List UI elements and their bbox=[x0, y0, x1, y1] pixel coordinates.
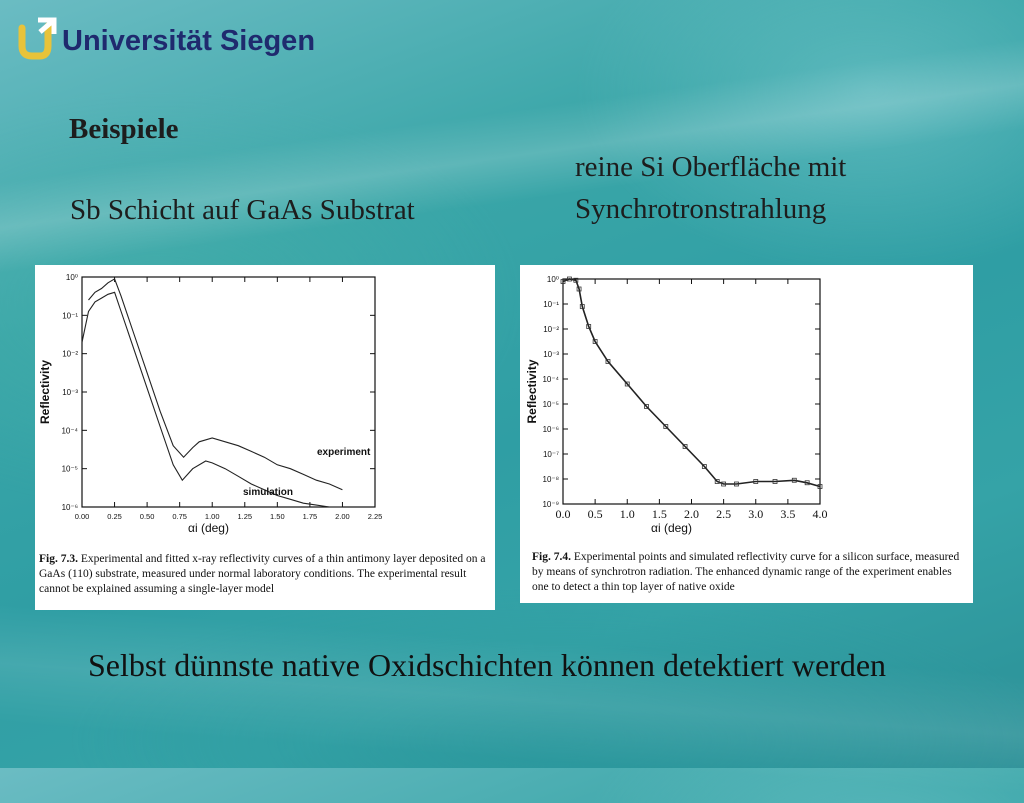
left-subtitle: Sb Schicht auf GaAs Substrat bbox=[70, 194, 415, 226]
data-point bbox=[586, 324, 592, 329]
plot-frame bbox=[562, 278, 821, 505]
slide-heading: Beispiele bbox=[69, 113, 179, 145]
series-line bbox=[81, 291, 343, 508]
series-line bbox=[562, 278, 821, 488]
caption-label: Fig. 7.3. bbox=[39, 553, 78, 565]
figure-antimony-layer: 0.00 0.25 0.50 0.75 1.00 1.25 1.50 1.75 2.00 2.25… bbox=[35, 265, 495, 610]
data-point bbox=[592, 339, 598, 344]
y-axis-label: Reflectivity bbox=[38, 360, 52, 424]
y-tick-label: 10⁻² bbox=[543, 325, 559, 334]
figure-silicon-surface: 0.0 0.5 1.0 1.5 2.0 2.5 3.0 3.5 4.0 10⁰ 10⁻¹ 10⁻² 10… bbox=[520, 265, 973, 603]
figure-caption: Fig. 7.3. Experimental and fitted x-ray … bbox=[39, 552, 491, 597]
x-tick-label: 1.75 bbox=[303, 512, 318, 521]
x-axis-label: αi (deg) bbox=[651, 521, 692, 535]
series-line bbox=[88, 278, 343, 491]
series-label: simulation bbox=[243, 487, 293, 498]
data-point bbox=[734, 481, 739, 487]
y-tick-label: 10⁰ bbox=[547, 275, 559, 284]
conclusion-text: Selbst dünnste native Oxidschichten könn… bbox=[88, 647, 887, 683]
data-point bbox=[721, 481, 727, 487]
y-tick-label: 10⁻⁷ bbox=[543, 450, 559, 459]
data-point bbox=[682, 444, 688, 449]
data-point bbox=[576, 286, 582, 292]
data-point bbox=[791, 477, 797, 483]
data-point bbox=[701, 464, 707, 469]
x-tick-label: 1.25 bbox=[237, 512, 252, 521]
data-point bbox=[714, 479, 720, 484]
x-tick-label: 1.50 bbox=[270, 512, 285, 521]
data-point bbox=[753, 479, 759, 484]
x-tick-label: 3.5 bbox=[780, 507, 795, 521]
y-tick-label: 10⁻³ bbox=[62, 388, 78, 397]
x-tick-label: 2.25 bbox=[368, 512, 383, 521]
right-subtitle: reine Si Oberfläche mit Synchrotronstrah… bbox=[575, 151, 847, 225]
y-tick-label: 10⁻⁴ bbox=[61, 426, 78, 435]
caption-text: Experimental points and simulated reflec… bbox=[532, 551, 960, 593]
data-point bbox=[804, 480, 810, 486]
x-tick-label: 2.00 bbox=[335, 512, 350, 521]
background-streak bbox=[0, 596, 1024, 803]
data-point bbox=[663, 424, 669, 429]
data-point bbox=[567, 276, 572, 282]
y-tick-label: 10⁻⁶ bbox=[543, 425, 559, 434]
y-tick-label: 10⁻⁸ bbox=[543, 475, 560, 484]
caption-label: Fig. 7.4. bbox=[532, 551, 571, 563]
data-point bbox=[579, 304, 585, 309]
data-point bbox=[772, 479, 778, 484]
y-tick-label: 10⁻⁴ bbox=[542, 375, 559, 384]
x-tick-label: 0.75 bbox=[172, 512, 187, 521]
x-tick-label: 2.5 bbox=[716, 507, 731, 521]
y-tick-label: 10⁻⁶ bbox=[62, 503, 78, 512]
series-label: experiment bbox=[317, 447, 371, 458]
x-tick-label: 1.00 bbox=[205, 512, 220, 521]
y-tick-label: 10⁻¹ bbox=[62, 311, 78, 320]
x-tick-label: 0.0 bbox=[556, 507, 571, 521]
reflectivity-chart-sb: 0.00 0.25 0.50 0.75 1.00 1.25 1.50 1.75 2.00 2.25… bbox=[38, 273, 383, 535]
x-tick-label: 3.0 bbox=[748, 507, 763, 521]
university-name: Universität Siegen bbox=[62, 25, 316, 57]
data-point bbox=[624, 381, 630, 387]
x-tick-label: 0.25 bbox=[107, 512, 122, 521]
y-tick-label: 10⁻³ bbox=[543, 350, 559, 359]
uni-siegen-logo-icon bbox=[18, 17, 57, 60]
x-tick-label: 1.0 bbox=[620, 507, 635, 521]
data-point bbox=[605, 359, 611, 364]
reflectivity-chart-si: 0.0 0.5 1.0 1.5 2.0 2.5 3.0 3.5 4.0 10⁰ 10⁻¹ 10⁻² 10… bbox=[525, 275, 828, 535]
y-tick-label: 10⁰ bbox=[66, 273, 78, 282]
figure-caption: Fig. 7.4. Experimental points and simula… bbox=[532, 550, 968, 595]
x-tick-label: 4.0 bbox=[813, 507, 828, 521]
x-tick-label: 2.0 bbox=[684, 507, 699, 521]
y-axis-label: Reflectivity bbox=[525, 359, 539, 423]
y-tick-label: 10⁻⁹ bbox=[542, 500, 559, 509]
data-point bbox=[573, 277, 579, 283]
caption-text: Experimental and fitted x-ray reflectivi… bbox=[39, 553, 486, 595]
x-tick-label: 0.50 bbox=[140, 512, 155, 521]
data-point bbox=[560, 279, 566, 284]
data-point bbox=[644, 404, 649, 409]
y-tick-label: 10⁻⁵ bbox=[62, 465, 78, 474]
x-axis-label: αi (deg) bbox=[188, 521, 229, 535]
y-tick-label: 10⁻⁵ bbox=[543, 400, 559, 409]
y-tick-label: 10⁻² bbox=[62, 350, 78, 359]
x-tick-label: 1.5 bbox=[652, 507, 667, 521]
x-tick-label: 0.5 bbox=[588, 507, 603, 521]
x-tick-label: 0.00 bbox=[75, 512, 90, 521]
y-tick-label: 10⁻¹ bbox=[543, 300, 559, 309]
data-point bbox=[817, 484, 823, 489]
